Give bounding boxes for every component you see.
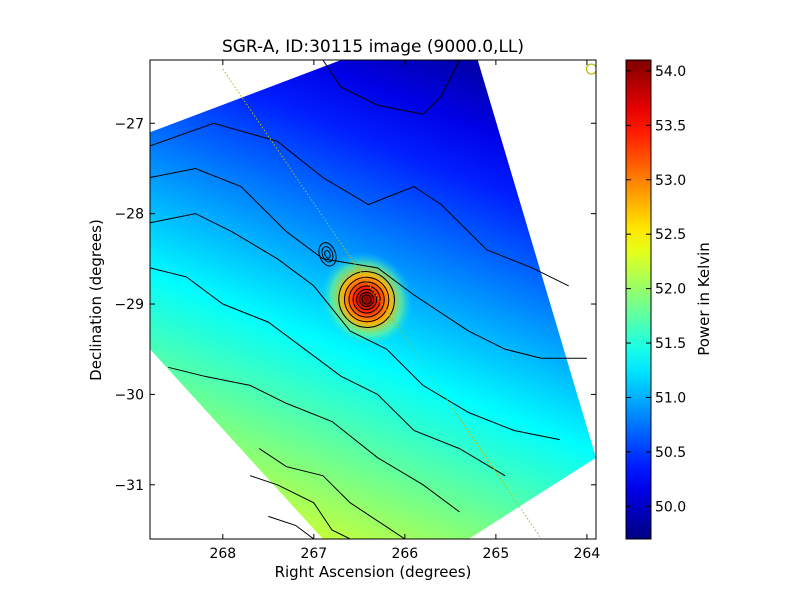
- peak-ring-3: [352, 285, 381, 314]
- y-tick-label: −29: [114, 297, 144, 313]
- secondary-peak-contours: [318, 242, 337, 267]
- colorbar-tick-label: 51.0: [655, 390, 686, 406]
- plot-area: [150, 60, 596, 539]
- peak-ring-2: [348, 281, 385, 318]
- chart-title: SGR-A, ID:30115 image (9000.0,LL): [222, 37, 524, 57]
- x-axis-ticks: 268 267 266 265 264: [209, 60, 600, 562]
- contour-line-2: [150, 167, 587, 359]
- x-tick-label: 265: [483, 546, 510, 562]
- y-tick-label: −27: [114, 116, 144, 132]
- colorbar-label: Power in Kelvin: [695, 242, 713, 356]
- contour-line-8: [268, 515, 315, 539]
- x-tick-label: 264: [574, 546, 601, 562]
- colorbar-tick-label: 53.0: [655, 173, 686, 189]
- contour-line-5: [168, 366, 460, 513]
- contour-line-3: [150, 213, 560, 441]
- contour-line-0: [322, 60, 460, 115]
- x-tick-label: 267: [300, 546, 327, 562]
- y-tick-label: −31: [114, 478, 144, 494]
- x-tick-label: 268: [209, 546, 236, 562]
- peak-ring-5: [359, 291, 375, 308]
- y-tick-label: −30: [114, 387, 144, 403]
- peak-ring-0: [338, 271, 395, 328]
- colorbar-tick-label: 52.5: [655, 227, 686, 243]
- contour-line-7: [249, 475, 351, 539]
- y-axis-ticks: −27 −28 −29 −30 −31: [114, 116, 596, 494]
- x-axis-label: Right Ascension (degrees): [275, 563, 472, 581]
- peak-ring-6: [361, 294, 372, 305]
- colorbar-tick-label: 50.0: [655, 499, 686, 515]
- plot-frame: [149, 59, 597, 540]
- colorbar-ticks: 50.0 50.5 51.0 51.5 52.0 52.5 53.0 53.5 54.0: [626, 64, 686, 515]
- beam-marker: [585, 63, 596, 75]
- contour-lines: [150, 60, 587, 539]
- colorbar-tick-label: 54.0: [655, 64, 686, 80]
- contour-line-6: [258, 448, 406, 539]
- y-axis-label: Declination (degrees): [87, 219, 105, 381]
- galactic-plane-line: [222, 68, 542, 539]
- colorbar-tick-label: 51.5: [655, 336, 686, 352]
- colorbar-tick-label: 53.5: [655, 118, 686, 134]
- x-tick-label: 266: [391, 546, 418, 562]
- peak-glow: [319, 251, 414, 348]
- colorbar-tick-label: 52.0: [655, 282, 686, 298]
- contour-line-1: [150, 122, 569, 287]
- colorbar-tick-label: 50.5: [655, 445, 686, 461]
- y-tick-label: −28: [114, 207, 144, 223]
- peak-ring-1: [343, 276, 390, 323]
- colorbar: [625, 59, 652, 540]
- contour-line-4: [150, 267, 506, 477]
